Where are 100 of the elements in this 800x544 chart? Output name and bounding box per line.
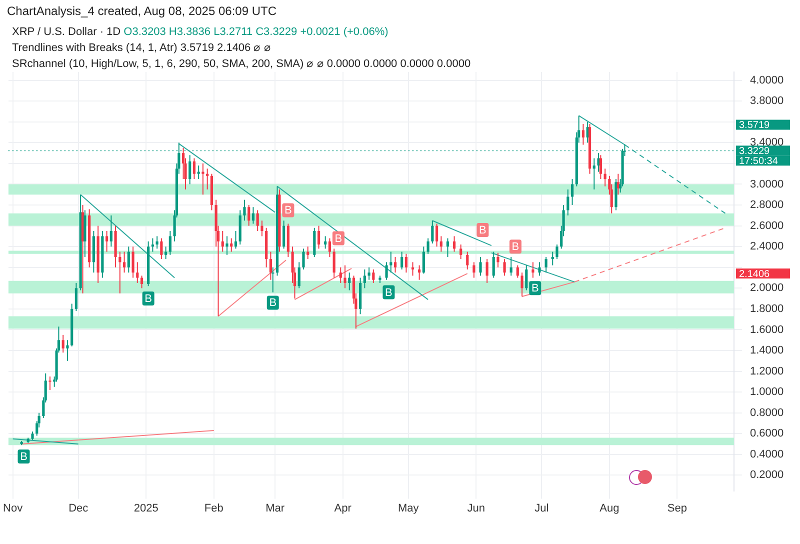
candlestick bbox=[431, 220, 434, 244]
candlestick bbox=[248, 204, 250, 226]
x-tick-label: May bbox=[398, 502, 420, 514]
candlestick bbox=[269, 251, 272, 280]
candlestick bbox=[48, 376, 52, 390]
y-tick-label: 2.6000 bbox=[750, 220, 784, 232]
candlestick bbox=[538, 262, 541, 276]
y-tick-label: 0.4000 bbox=[750, 448, 784, 460]
candlestick bbox=[385, 262, 388, 280]
annotation: B bbox=[269, 297, 277, 310]
annotation: B bbox=[20, 451, 28, 464]
candlestick bbox=[328, 238, 332, 258]
candlestick bbox=[472, 262, 476, 278]
candlestick bbox=[298, 262, 300, 289]
candlestick bbox=[363, 268, 366, 289]
candlestick bbox=[156, 236, 158, 250]
candlestick bbox=[390, 251, 392, 274]
candlestick bbox=[604, 168, 606, 187]
candlestick bbox=[411, 262, 414, 276]
candlestick bbox=[332, 248, 336, 278]
candlestick bbox=[446, 238, 450, 258]
candlestick bbox=[188, 154, 192, 185]
candlestick bbox=[551, 251, 554, 266]
x-tick-label: 2025 bbox=[134, 502, 158, 514]
candlestick bbox=[243, 199, 246, 222]
y-tick-label: 2.4000 bbox=[750, 240, 784, 253]
candlestick bbox=[206, 168, 209, 190]
y-tick-label: 0.8000 bbox=[750, 406, 784, 419]
candlestick bbox=[394, 256, 397, 274]
candlestick bbox=[532, 262, 534, 278]
candlestick bbox=[435, 223, 438, 248]
y-tick-label: 2.8000 bbox=[750, 199, 784, 212]
candlestick bbox=[418, 264, 421, 280]
y-tick-label: 1.4000 bbox=[750, 344, 784, 357]
x-tick-label: Apr bbox=[334, 502, 352, 514]
y-tick-label: 1.2000 bbox=[750, 365, 784, 378]
y-tick-label: 1.8000 bbox=[750, 302, 784, 315]
candlestick bbox=[151, 238, 154, 252]
candlestick bbox=[252, 206, 255, 224]
candlestick bbox=[272, 266, 274, 293]
candlestick bbox=[192, 158, 196, 180]
candlestick bbox=[106, 230, 108, 252]
y-tick-label: 4.0000 bbox=[750, 74, 784, 86]
candlestick bbox=[592, 158, 596, 190]
candlestick bbox=[486, 258, 488, 284]
candlestick bbox=[160, 238, 163, 260]
annotation: B bbox=[334, 232, 342, 245]
candlestick bbox=[520, 272, 524, 297]
text: SRchannel (10, High/Low, 5, 1, 6, 290, 50, SMA, 200, SMA) ⌀ ⌀ 0.0000 0.0000 0.0000 0.0000 bbox=[12, 57, 471, 72]
candlestick bbox=[452, 236, 456, 252]
candlestick bbox=[110, 214, 112, 248]
candlestick bbox=[492, 251, 495, 278]
y-tick-label: 0.2000 bbox=[750, 469, 784, 482]
text: 17:50:34 bbox=[739, 156, 778, 167]
annotation: B bbox=[531, 282, 539, 295]
candlestick bbox=[503, 258, 506, 276]
candlestick bbox=[136, 262, 139, 284]
text: Trendlines with Breaks (14, 1, Atr) 3.5719 2.1406 ⌀ ⌀ bbox=[12, 41, 272, 56]
candlestick bbox=[556, 244, 558, 260]
candlestick bbox=[582, 123, 585, 146]
text: 3.3229 bbox=[739, 146, 770, 157]
candlestick bbox=[599, 154, 602, 180]
candlestick bbox=[306, 246, 310, 260]
candlestick bbox=[202, 162, 204, 196]
candlestick bbox=[597, 152, 600, 172]
annotation: B bbox=[512, 241, 520, 254]
candlestick bbox=[62, 334, 64, 354]
candlestick bbox=[372, 268, 375, 284]
candlestick bbox=[422, 246, 425, 274]
candlestick bbox=[66, 340, 69, 362]
text: 2.1406 bbox=[739, 268, 770, 280]
x-tick-label: Dec bbox=[68, 502, 89, 514]
candlestick bbox=[164, 246, 168, 260]
candlestick bbox=[400, 251, 404, 270]
candlestick bbox=[510, 256, 512, 276]
candlestick bbox=[127, 246, 130, 274]
candlestick bbox=[230, 238, 233, 252]
chart-title: XRP / U.S. Dollar · 1D bbox=[12, 26, 121, 38]
annotation: B bbox=[479, 224, 486, 236]
candlestick bbox=[479, 256, 482, 276]
candlestick bbox=[140, 275, 144, 289]
candlestick bbox=[118, 251, 122, 294]
x-tick-label: Sep bbox=[667, 502, 687, 514]
candlestick bbox=[282, 220, 286, 250]
candlestick bbox=[348, 272, 351, 291]
text: 3.5719 bbox=[739, 120, 770, 132]
y-tick-label: 1.6000 bbox=[750, 324, 784, 336]
y-tick-label: 3.8000 bbox=[750, 95, 784, 108]
candlestick bbox=[570, 178, 574, 206]
y-tick-label: 3.0000 bbox=[750, 178, 784, 190]
candlestick bbox=[516, 264, 519, 278]
candlestick bbox=[122, 251, 126, 274]
candlestick bbox=[496, 252, 500, 268]
candlestick bbox=[544, 256, 548, 274]
text: O3.3203 H3.3836 L3.2711 C3.3229 +0.0021 (+0.06%) bbox=[124, 26, 388, 38]
candlestick bbox=[168, 230, 172, 256]
candlestick bbox=[368, 266, 370, 280]
x-tick-label: Jun bbox=[467, 502, 485, 514]
x-tick-label: Jul bbox=[534, 502, 549, 514]
candlestick bbox=[324, 236, 327, 250]
